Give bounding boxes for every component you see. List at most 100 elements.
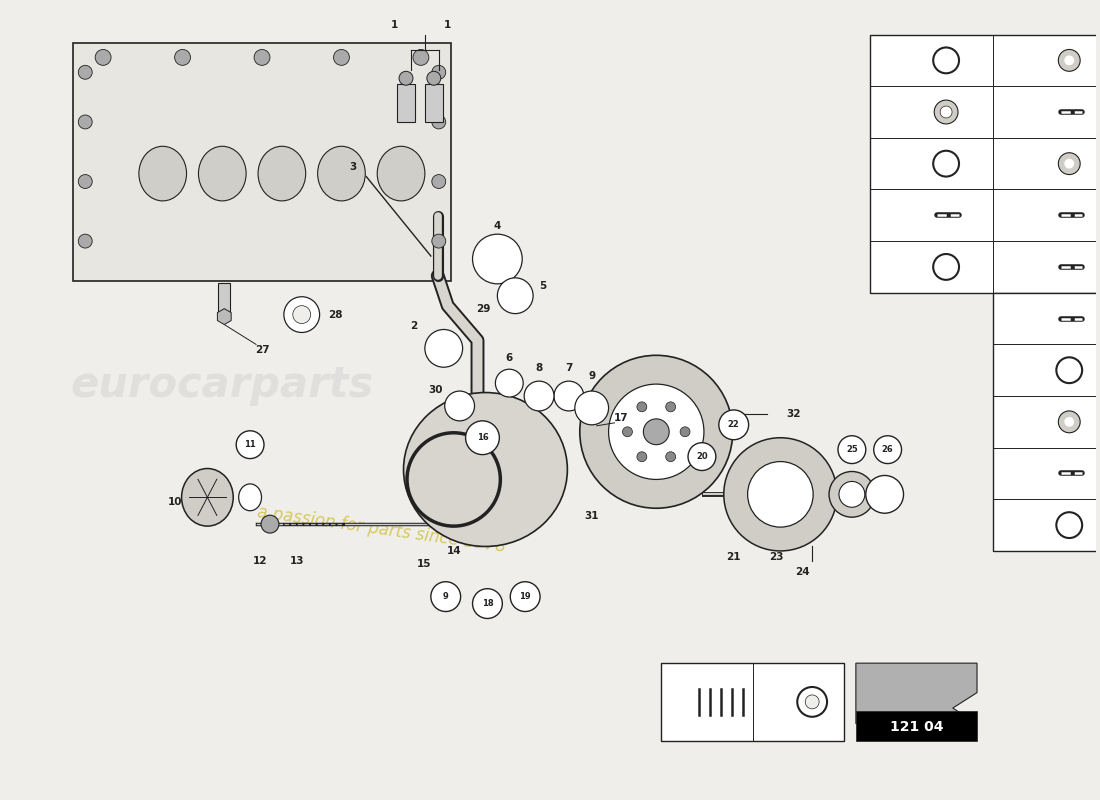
Circle shape xyxy=(805,695,820,709)
Text: 22: 22 xyxy=(728,420,739,430)
Circle shape xyxy=(608,384,704,479)
Text: 3: 3 xyxy=(350,162,358,172)
Polygon shape xyxy=(218,309,231,325)
Text: 19: 19 xyxy=(519,592,531,601)
Circle shape xyxy=(427,71,441,86)
Circle shape xyxy=(1058,50,1080,71)
Circle shape xyxy=(1065,417,1075,426)
Text: 11: 11 xyxy=(244,440,256,449)
Text: 15: 15 xyxy=(417,559,431,569)
Circle shape xyxy=(829,471,874,517)
Circle shape xyxy=(254,50,270,66)
Circle shape xyxy=(644,419,669,445)
Ellipse shape xyxy=(139,146,187,201)
Circle shape xyxy=(748,462,813,527)
Text: 6: 6 xyxy=(1008,355,1014,366)
Text: 8: 8 xyxy=(1008,252,1015,262)
Circle shape xyxy=(1058,411,1080,433)
Text: 1: 1 xyxy=(390,20,398,30)
Circle shape xyxy=(666,452,675,462)
Text: 6: 6 xyxy=(506,354,513,363)
Circle shape xyxy=(465,421,499,454)
Circle shape xyxy=(78,234,92,248)
Circle shape xyxy=(680,427,690,437)
Circle shape xyxy=(444,391,474,421)
Text: 1: 1 xyxy=(444,20,451,30)
Text: 10: 10 xyxy=(167,498,182,507)
Text: 9: 9 xyxy=(1008,200,1014,210)
Circle shape xyxy=(261,515,279,533)
Text: 16: 16 xyxy=(1004,97,1019,107)
FancyBboxPatch shape xyxy=(74,42,451,281)
Circle shape xyxy=(497,278,534,314)
Circle shape xyxy=(333,50,350,66)
Circle shape xyxy=(432,115,446,129)
Text: 2: 2 xyxy=(1008,510,1014,520)
Circle shape xyxy=(623,427,632,437)
Text: 30: 30 xyxy=(429,385,443,395)
Circle shape xyxy=(1058,153,1080,174)
Text: 21: 21 xyxy=(726,552,741,562)
Text: 7: 7 xyxy=(565,363,573,374)
Text: 121 04: 121 04 xyxy=(890,720,943,734)
Text: 11: 11 xyxy=(1004,149,1019,158)
Circle shape xyxy=(838,436,866,463)
Circle shape xyxy=(718,410,749,440)
Ellipse shape xyxy=(182,469,233,526)
Circle shape xyxy=(473,589,503,618)
Circle shape xyxy=(934,100,958,124)
FancyBboxPatch shape xyxy=(856,711,977,741)
FancyBboxPatch shape xyxy=(425,84,442,122)
Text: 23: 23 xyxy=(769,552,783,562)
Text: 20: 20 xyxy=(696,452,707,461)
Circle shape xyxy=(637,452,647,462)
Circle shape xyxy=(839,482,865,507)
Ellipse shape xyxy=(377,146,425,201)
Text: 25: 25 xyxy=(846,445,858,454)
FancyBboxPatch shape xyxy=(993,293,1100,551)
Circle shape xyxy=(525,381,554,411)
Circle shape xyxy=(432,174,446,189)
Circle shape xyxy=(873,436,902,463)
Text: 12: 12 xyxy=(253,556,267,566)
Ellipse shape xyxy=(198,146,246,201)
Ellipse shape xyxy=(404,393,568,546)
Text: eurocarparts: eurocarparts xyxy=(70,364,374,406)
Circle shape xyxy=(78,115,92,129)
Text: 24: 24 xyxy=(795,566,810,577)
Text: 27: 27 xyxy=(255,346,270,355)
Text: 18: 18 xyxy=(1004,46,1019,55)
Text: 26: 26 xyxy=(882,445,893,454)
Text: 5: 5 xyxy=(539,281,547,290)
Text: 9: 9 xyxy=(588,371,595,381)
Text: 7: 7 xyxy=(1008,304,1014,314)
Circle shape xyxy=(580,355,733,508)
Circle shape xyxy=(510,582,540,611)
Text: 5: 5 xyxy=(1008,407,1014,417)
Text: 17: 17 xyxy=(614,413,629,423)
Text: 20: 20 xyxy=(881,200,895,210)
Ellipse shape xyxy=(258,146,306,201)
Text: 2: 2 xyxy=(410,321,418,330)
Circle shape xyxy=(1065,55,1075,66)
Circle shape xyxy=(175,50,190,66)
Circle shape xyxy=(432,66,446,79)
FancyBboxPatch shape xyxy=(218,283,230,314)
FancyBboxPatch shape xyxy=(661,663,844,741)
Circle shape xyxy=(688,442,716,470)
Circle shape xyxy=(666,402,675,412)
FancyBboxPatch shape xyxy=(397,84,415,122)
Text: 14: 14 xyxy=(447,546,461,556)
Text: 31: 31 xyxy=(584,511,600,521)
Text: a passion for parts since 1978: a passion for parts since 1978 xyxy=(255,502,507,555)
Circle shape xyxy=(575,391,608,425)
Text: 30: 30 xyxy=(670,677,683,687)
Circle shape xyxy=(78,174,92,189)
Polygon shape xyxy=(856,663,977,723)
Ellipse shape xyxy=(318,146,365,201)
Text: 4: 4 xyxy=(494,222,502,231)
Circle shape xyxy=(798,687,827,717)
Text: 25: 25 xyxy=(881,97,895,107)
Circle shape xyxy=(284,297,320,333)
Circle shape xyxy=(1065,158,1075,169)
